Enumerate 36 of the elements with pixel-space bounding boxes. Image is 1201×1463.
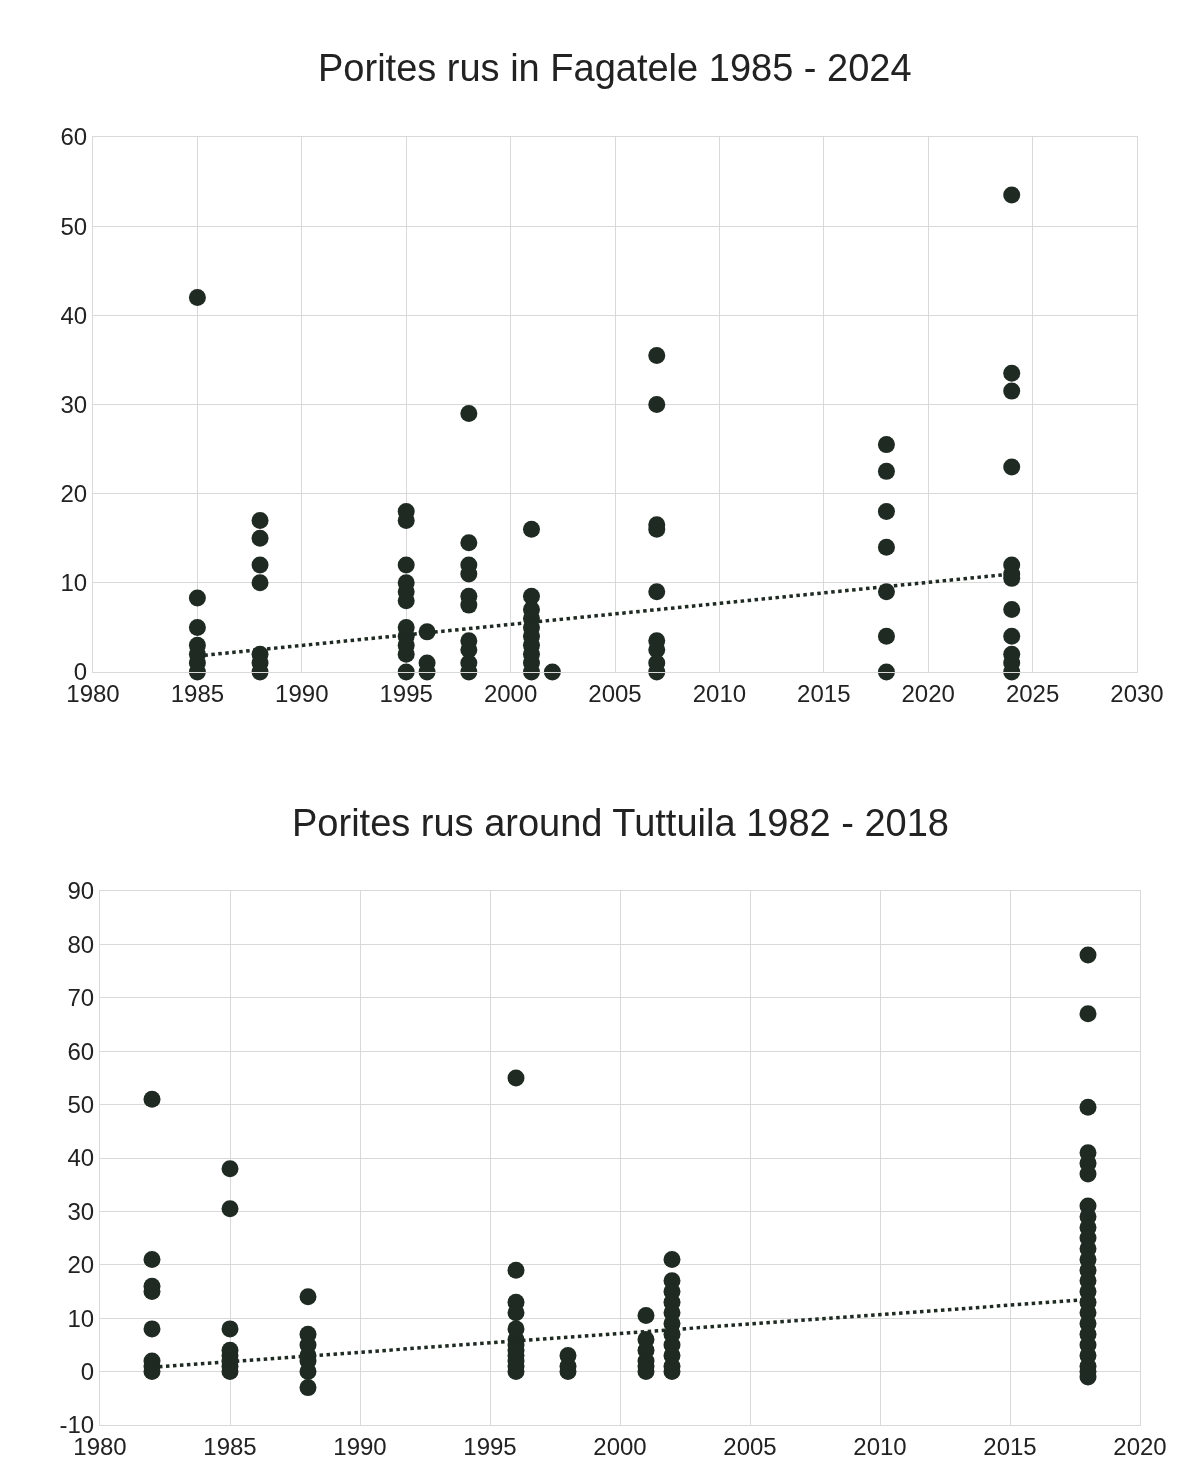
x-tick-label: 2005 xyxy=(588,679,642,707)
y-tick-label: 10 xyxy=(67,1304,95,1332)
x-tick-label: 2010 xyxy=(853,1432,907,1460)
y-tick-label: 60 xyxy=(60,123,88,151)
y-tick-label: 20 xyxy=(67,1251,95,1279)
y-tick-label: 50 xyxy=(60,212,88,240)
y-tick-label: 20 xyxy=(60,480,88,508)
x-tick-label: 1990 xyxy=(333,1432,387,1460)
x-tick-label: 2025 xyxy=(1005,679,1060,707)
y-tick-label: 90 xyxy=(67,877,95,905)
x-tick-label: 1985 xyxy=(203,1432,257,1460)
x-tick-label: 1995 xyxy=(379,679,433,707)
y-tick-label: 30 xyxy=(67,1197,95,1225)
x-tick-label: 2010 xyxy=(692,679,747,707)
y-tick-label: 50 xyxy=(67,1091,95,1118)
y-tick-label: 60 xyxy=(67,1037,95,1065)
chart-title: Porites rus around Tuttuila 1982 - 2018 xyxy=(292,802,949,844)
x-tick-label: 1990 xyxy=(275,679,329,707)
y-tick-label: 40 xyxy=(67,1144,95,1172)
y-tick-label: 80 xyxy=(67,930,95,958)
y-tick-label: 10 xyxy=(60,569,88,597)
x-tick-label: 2030 xyxy=(1110,679,1164,707)
x-tick-label: 2020 xyxy=(901,679,955,707)
chart-title: Porites rus in Fagatele 1985 - 2024 xyxy=(318,47,912,89)
x-tick-label: 2015 xyxy=(983,1432,1037,1460)
y-tick-label: 70 xyxy=(67,984,95,1012)
x-tick-label: 1995 xyxy=(463,1432,517,1460)
x-tick-label: 2005 xyxy=(723,1432,777,1460)
x-tick-label: 2015 xyxy=(797,679,851,707)
x-tick-label: 2000 xyxy=(483,679,538,707)
y-tick-label: 30 xyxy=(60,390,88,418)
x-tick-label: 1985 xyxy=(170,679,225,707)
x-tick-label: 2000 xyxy=(593,1432,647,1460)
y-tick-label: 0 xyxy=(80,1358,95,1385)
x-tick-label: 2020 xyxy=(1113,1432,1167,1460)
y-tick-label: 40 xyxy=(60,301,88,329)
